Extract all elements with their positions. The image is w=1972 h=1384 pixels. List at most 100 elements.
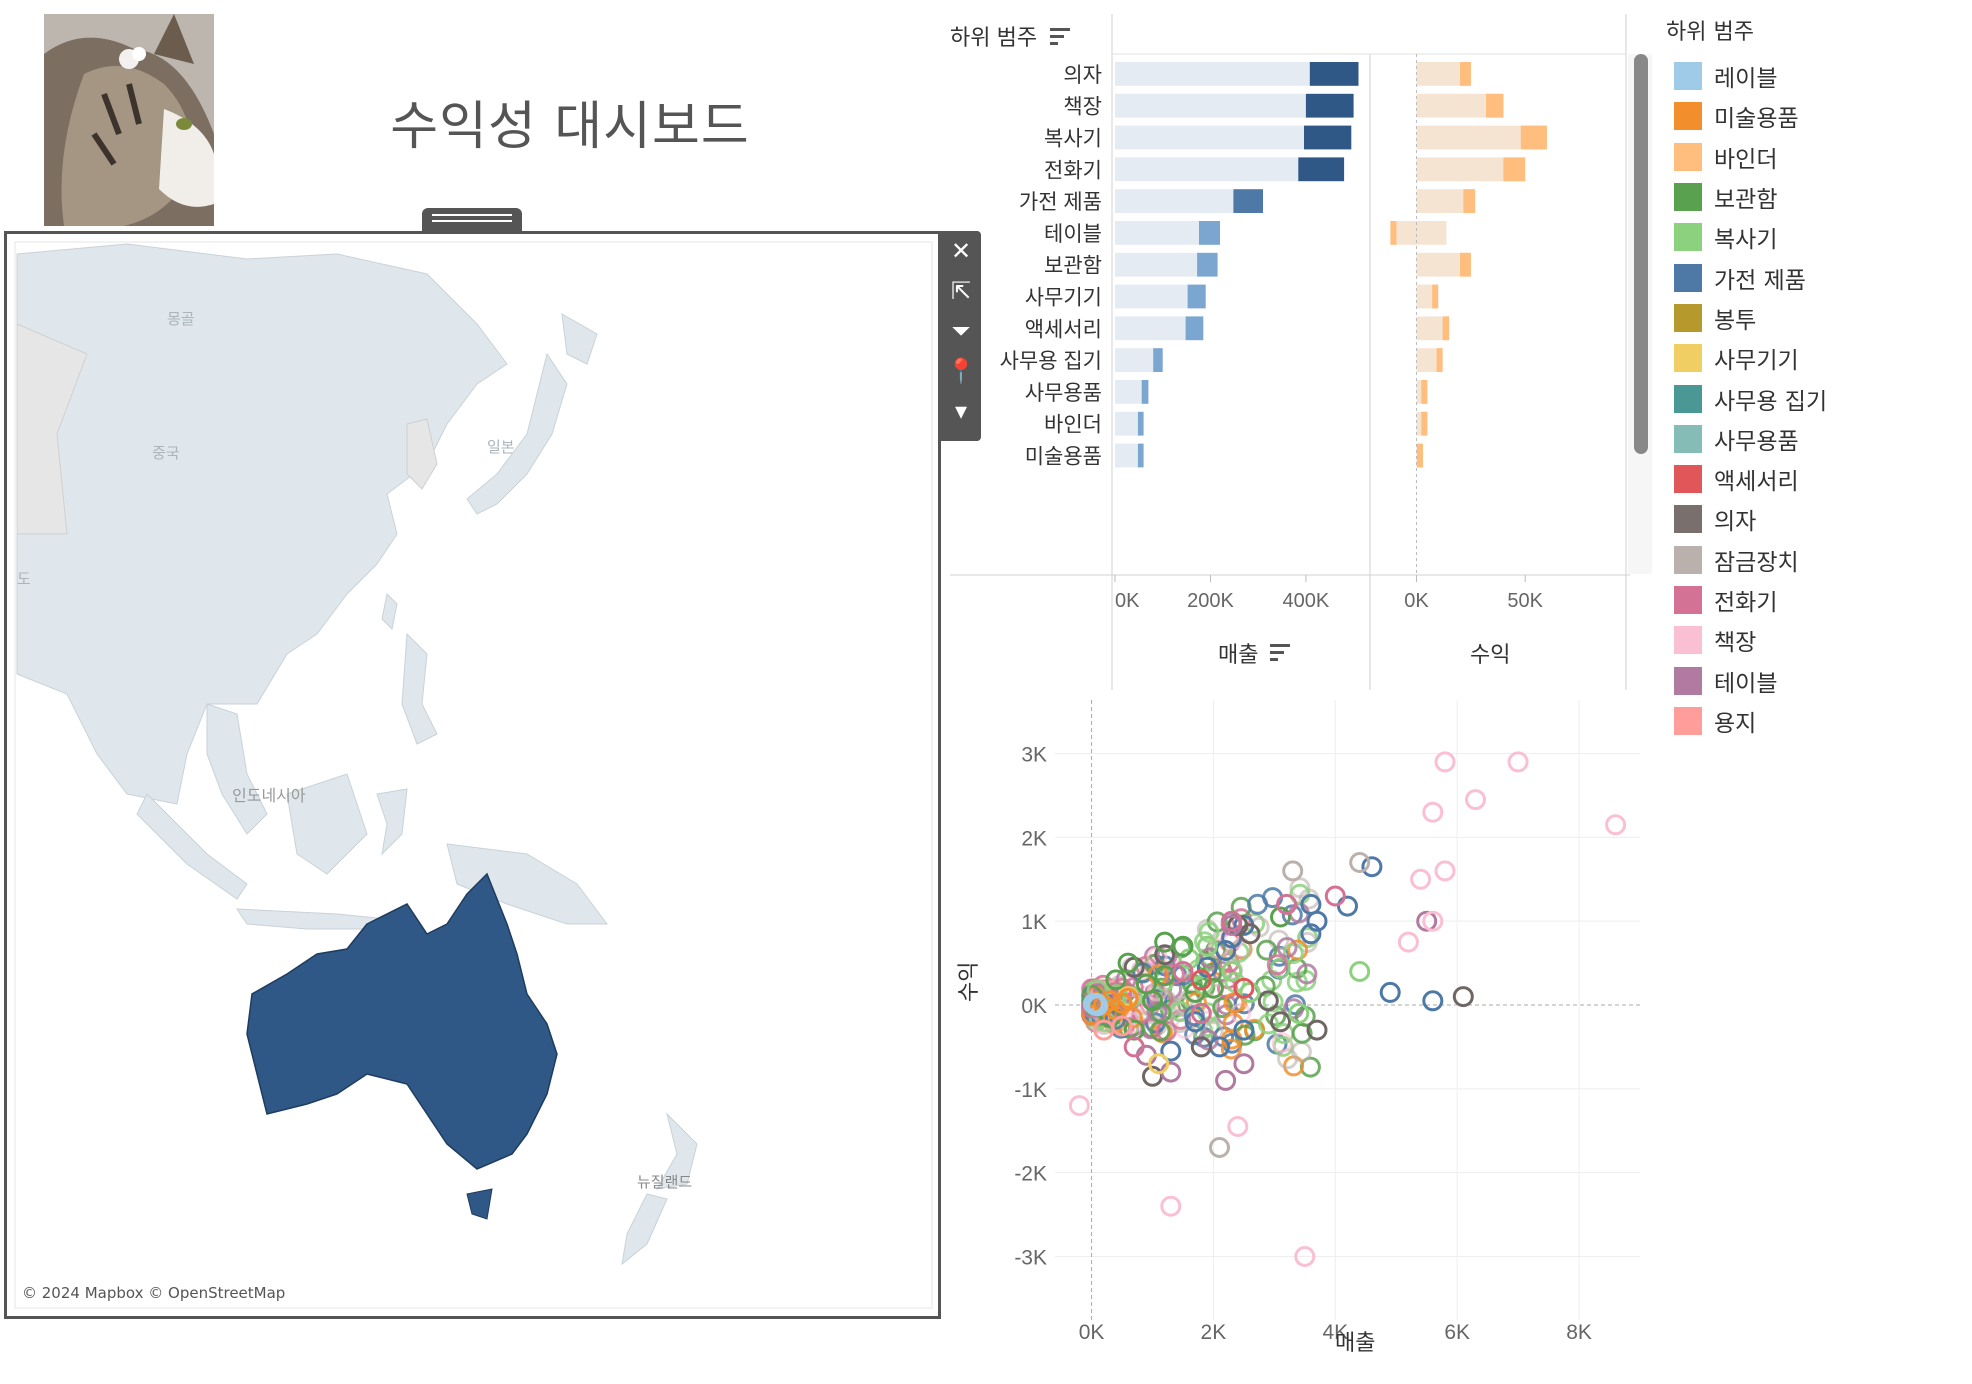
bar-category-label[interactable]: 복사기 bbox=[1044, 128, 1102, 151]
scatter-x-axis-label[interactable]: 매출 bbox=[1335, 1330, 1375, 1355]
scatter-point[interactable] bbox=[1196, 956, 1218, 978]
profit-bar[interactable] bbox=[1503, 157, 1526, 182]
profit-bar[interactable] bbox=[1463, 189, 1476, 213]
australia-shape[interactable] bbox=[246, 872, 558, 1170]
scatter-point[interactable] bbox=[1257, 1013, 1279, 1035]
profit-bar[interactable] bbox=[1520, 125, 1547, 150]
scatter-point[interactable] bbox=[1507, 751, 1529, 773]
bar-category-label[interactable]: 의자 bbox=[1063, 64, 1102, 87]
scatter-point[interactable] bbox=[1198, 921, 1220, 943]
legend-item[interactable]: 의자 bbox=[1666, 499, 1966, 539]
legend-item[interactable]: 액세서리 bbox=[1666, 459, 1966, 499]
scatter-point[interactable] bbox=[1296, 963, 1318, 985]
scatter-point[interactable] bbox=[1123, 1036, 1145, 1058]
scatter-point[interactable] bbox=[1379, 981, 1401, 1003]
legend-item[interactable]: 복사기 bbox=[1666, 217, 1966, 257]
row-header-label[interactable]: 하위 범주 bbox=[950, 25, 1037, 50]
scatter-point[interactable] bbox=[1223, 992, 1245, 1014]
bar-category-label[interactable]: 사무용 집기 bbox=[1000, 350, 1102, 373]
scatter-point[interactable] bbox=[1212, 997, 1234, 1019]
scatter-point[interactable] bbox=[1160, 1040, 1182, 1062]
profit-bar[interactable] bbox=[1417, 443, 1423, 468]
scatter-point[interactable] bbox=[1154, 944, 1176, 966]
scatter-point[interactable] bbox=[1410, 868, 1432, 890]
pin-icon[interactable]: 📍 bbox=[946, 357, 976, 385]
scatter-point[interactable] bbox=[1306, 1019, 1328, 1041]
sales-sort-icon[interactable] bbox=[1270, 644, 1290, 661]
bar-category-label[interactable]: 미술용품 bbox=[1025, 446, 1102, 469]
map-drag-handle[interactable] bbox=[422, 208, 522, 232]
scatter-point[interactable] bbox=[1178, 948, 1200, 970]
scatter-point[interactable] bbox=[1434, 860, 1456, 882]
scatter-point[interactable] bbox=[1105, 969, 1127, 991]
sales-bar[interactable] bbox=[1141, 380, 1149, 404]
scatter-point[interactable] bbox=[1227, 1116, 1249, 1137]
bar-category-label[interactable]: 사무용품 bbox=[1025, 382, 1102, 405]
scatter-point[interactable] bbox=[1266, 954, 1288, 976]
profit-bar[interactable] bbox=[1432, 284, 1439, 309]
scatter-point[interactable] bbox=[1465, 789, 1486, 811]
scatter-point[interactable] bbox=[1221, 961, 1243, 982]
scatter-point[interactable] bbox=[1221, 910, 1243, 932]
scatter-point[interactable] bbox=[1233, 993, 1255, 1015]
scatter-point[interactable] bbox=[1282, 943, 1304, 965]
scatter-point[interactable] bbox=[1361, 856, 1383, 878]
sales-bar[interactable] bbox=[1298, 157, 1345, 182]
map-attribution[interactable]: © 2024 Mapbox © OpenStreetMap bbox=[22, 1284, 286, 1302]
scatter-point[interactable] bbox=[1452, 986, 1474, 1008]
scatter-point[interactable] bbox=[1270, 906, 1291, 928]
sales-bar[interactable] bbox=[1153, 348, 1163, 372]
scatter-point[interactable] bbox=[1288, 1002, 1310, 1024]
scatter-point[interactable] bbox=[1196, 935, 1218, 957]
scatter-point[interactable] bbox=[1111, 1015, 1133, 1037]
scatter-point[interactable] bbox=[1256, 939, 1278, 961]
bar-category-label[interactable]: 바인더 bbox=[1044, 414, 1102, 437]
profit-bar[interactable] bbox=[1442, 316, 1450, 341]
map-canvas[interactable]: 몽골 중국 일본 인도네시아 뉴질랜드 도 bbox=[7, 234, 938, 1316]
legend-item[interactable]: 테이블 bbox=[1666, 660, 1966, 700]
scatter-point[interactable] bbox=[1163, 963, 1185, 985]
sales-bar[interactable] bbox=[1309, 62, 1359, 86]
legend-item[interactable]: 미술용품 bbox=[1666, 96, 1966, 136]
legend-item[interactable]: 사무기기 bbox=[1666, 338, 1966, 378]
legend-item[interactable]: 용지 bbox=[1666, 701, 1966, 741]
scatter-point[interactable] bbox=[1605, 814, 1627, 836]
scatter-point[interactable] bbox=[1397, 931, 1419, 953]
legend-item[interactable]: 사무용 집기 bbox=[1666, 378, 1966, 418]
scatter-point[interactable] bbox=[1282, 860, 1304, 882]
legend-item[interactable]: 전화기 bbox=[1666, 580, 1966, 620]
scatter-point[interactable] bbox=[1269, 957, 1291, 979]
filter-icon[interactable]: ⏷ bbox=[951, 317, 971, 345]
scatter-point[interactable] bbox=[1247, 893, 1269, 915]
profit-bar[interactable] bbox=[1421, 411, 1428, 436]
profit-bar[interactable] bbox=[1486, 93, 1504, 118]
scatter-point[interactable] bbox=[1271, 1032, 1293, 1054]
profit-bar[interactable] bbox=[1460, 252, 1471, 277]
external-link-icon[interactable]: ⇱ bbox=[950, 277, 972, 305]
scatter-point[interactable] bbox=[1190, 1002, 1212, 1024]
scatter-point[interactable] bbox=[1215, 1069, 1237, 1091]
scatter-point[interactable] bbox=[1422, 910, 1444, 932]
scatter-point[interactable] bbox=[1068, 1095, 1090, 1117]
scatter-point[interactable] bbox=[1422, 801, 1444, 823]
profit-bar[interactable] bbox=[1390, 221, 1397, 245]
bar-category-label[interactable]: 전화기 bbox=[1044, 159, 1102, 182]
scatter-point[interactable] bbox=[1291, 1022, 1313, 1044]
scatter-point[interactable] bbox=[1233, 1019, 1255, 1041]
sales-bar[interactable] bbox=[1305, 93, 1354, 118]
scatter-point[interactable] bbox=[1190, 969, 1212, 991]
bar-category-label[interactable]: 보관함 bbox=[1044, 255, 1102, 278]
scatter-point[interactable] bbox=[1209, 1137, 1230, 1158]
legend-item[interactable]: 레이블 bbox=[1666, 56, 1966, 96]
scatter-point[interactable] bbox=[1434, 751, 1456, 773]
scatter-point[interactable] bbox=[1160, 1195, 1182, 1217]
scatter-point[interactable] bbox=[1276, 893, 1298, 915]
profit-bar[interactable] bbox=[1421, 380, 1428, 404]
scatter-point[interactable] bbox=[1349, 852, 1371, 873]
scatter-point[interactable] bbox=[1117, 987, 1139, 1009]
scatter-point[interactable] bbox=[1257, 990, 1279, 1012]
sales-bar[interactable] bbox=[1187, 284, 1206, 309]
legend-item[interactable]: 보관함 bbox=[1666, 177, 1966, 217]
map-panel[interactable]: 몽골 중국 일본 인도네시아 뉴질랜드 도 bbox=[4, 231, 941, 1319]
legend-item[interactable]: 바인더 bbox=[1666, 137, 1966, 177]
